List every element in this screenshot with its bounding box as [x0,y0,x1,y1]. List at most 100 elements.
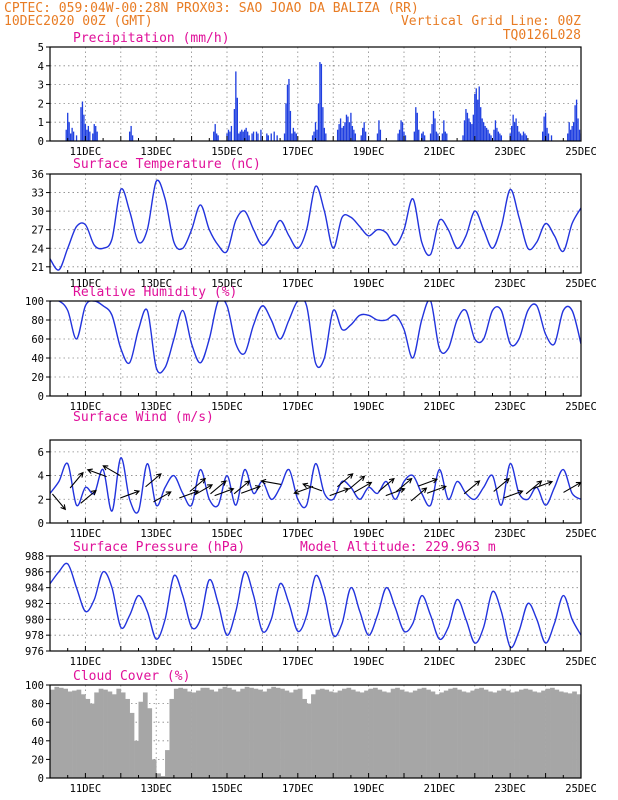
cloud-column-106 [519,689,524,778]
wind-arrow-12 [214,487,235,497]
cloud-column-111 [541,690,546,778]
cloud-column-54 [288,692,294,778]
precip-bar-160 [572,122,575,141]
cloud-column-57 [302,698,307,778]
precip-bar-153 [546,127,548,141]
wind-xtick-label-0: 11DEC [70,528,102,540]
cloud-column-34 [200,687,206,778]
precip-ytick-label-0: 0 [38,136,44,148]
cloud-column-99 [488,691,493,778]
precip-ytick-label-5: 5 [38,42,44,54]
cloud-column-88 [439,692,445,778]
cloud-ytick-label-4: 80 [31,699,44,711]
precip-bar-71 [339,118,342,141]
precip-bar-96 [415,107,417,141]
cloud-column-35 [204,687,210,778]
wind-arrow-0 [52,493,67,511]
precip-ytick-label-3: 3 [38,80,44,92]
wind-xtick-label-4: 19DEC [353,528,385,540]
wind-arrow-1 [69,471,84,489]
cloud-xtick-label-4: 19DEC [353,783,385,795]
precip-xtick-label-2: 15DEC [211,146,243,158]
wind-arrow-4 [102,465,121,477]
precip-bar-74 [344,122,346,141]
wind-xtick-label-5: 21DEC [424,528,456,540]
precip-bar-45 [266,133,268,141]
precip-bar-133 [494,120,497,141]
precip-bar-75 [345,114,348,141]
cloud-column-108 [527,689,533,778]
wind-arrow-5 [120,489,141,499]
temp-ytick-label-5: 36 [31,169,44,181]
cloud-xtick-label-5: 21DEC [424,783,456,795]
cloud-column-18 [129,712,135,778]
precip-bar-127 [484,125,486,141]
rh-ytick-label-3: 60 [31,334,44,346]
pres-ytick-label-5: 986 [25,567,44,579]
precip-bar-155 [550,135,553,141]
precip-bar-120 [474,94,476,141]
precip-bar-110 [444,131,446,141]
precip-bar-18 [128,131,131,141]
cloud-column-64 [333,692,338,778]
cloud-column-107 [523,688,529,778]
precip-bar-121 [475,88,477,141]
precip-bar-131 [490,135,492,141]
precip-bar-8 [81,101,84,141]
precip-bar-126 [482,122,485,141]
wind-xtick-label-2: 15DEC [211,528,243,540]
precip-bar-61 [314,122,317,141]
rh-xtick-label-2: 15DEC [211,401,243,413]
precip-bar-9 [83,114,85,141]
pres-xtick-label-4: 19DEC [353,656,385,668]
cloud-column-27 [169,698,175,778]
precip-bar-122 [477,99,479,141]
precip-bar-124 [480,107,482,141]
precip-bar-73 [342,125,345,141]
cloud-column-47 [257,689,263,778]
precip-bar-15 [93,124,95,141]
wind-arrow-32 [533,480,554,489]
precip-bar-57 [294,131,296,141]
precip-bar-23 [216,133,218,141]
precip-xtick-label-7: 25DEC [565,146,597,158]
precip-bar-1 [67,112,69,141]
temp-xtick-label-7: 25DEC [565,278,597,290]
temp-xtick-label-0: 11DEC [70,278,102,290]
precip-bar-33 [239,131,241,141]
cloud-column-98 [483,689,489,778]
precip-xtick-label-5: 21DEC [424,146,456,158]
precip-bar-76 [347,116,349,141]
precip-bar-101 [423,135,426,141]
precip-bar-128 [485,127,488,141]
cloud-column-55 [293,689,299,778]
precip-bar-35 [242,131,244,141]
precip-bar-34 [241,129,243,141]
wind-frame [49,439,582,524]
cloud-column-60 [315,689,321,778]
precip-bar-79 [351,125,354,141]
precip-bar-7 [80,107,82,141]
rh-data [50,301,581,374]
precip-bar-66 [322,107,324,141]
cloud-column-4 [67,691,73,778]
cloud-column-61 [319,688,325,778]
precip-bar-145 [519,133,522,141]
cloud-column-59 [311,694,316,778]
precip-bar-159 [571,125,573,141]
wind-panel: 0 2 4 6 11DEC 13DEC 15DEC 17DEC 19DEC 21DEC 23DEC 2… [38,410,597,540]
precip-bar-31 [236,97,238,141]
precip-bar-100 [422,131,424,141]
precip-bar-68 [325,133,327,141]
cloud-column-73 [373,687,378,778]
cloud-column-15 [116,688,122,778]
wind-arrow-11 [210,480,227,495]
wind-xtick-label-1: 13DEC [140,528,172,540]
rh-ytick-label-0: 0 [38,391,44,403]
cloud-column-101 [496,690,502,778]
cloud-column-1 [54,686,60,778]
wind-arrow-19 [336,473,354,488]
wind-arrow-10 [194,484,214,496]
precip-bar-54 [289,110,292,141]
cloud-column-83 [417,688,422,778]
